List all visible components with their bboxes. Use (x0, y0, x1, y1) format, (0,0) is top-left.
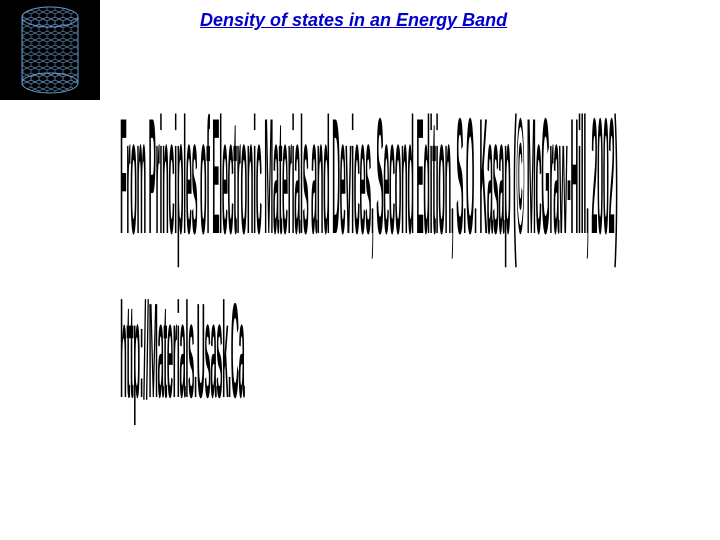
citation-inner: From Principles of Electronic Materials … (120, 90, 558, 277)
citation-text: From Principles of Electronic Materials … (120, 90, 720, 250)
logo-nanotube (0, 0, 100, 100)
url-inner: http://Materials.Usask.Ca (120, 280, 233, 433)
page-title: Density of states in an Energy Band (200, 10, 507, 31)
url-text: http://Materials.Usask.Ca (120, 280, 270, 410)
